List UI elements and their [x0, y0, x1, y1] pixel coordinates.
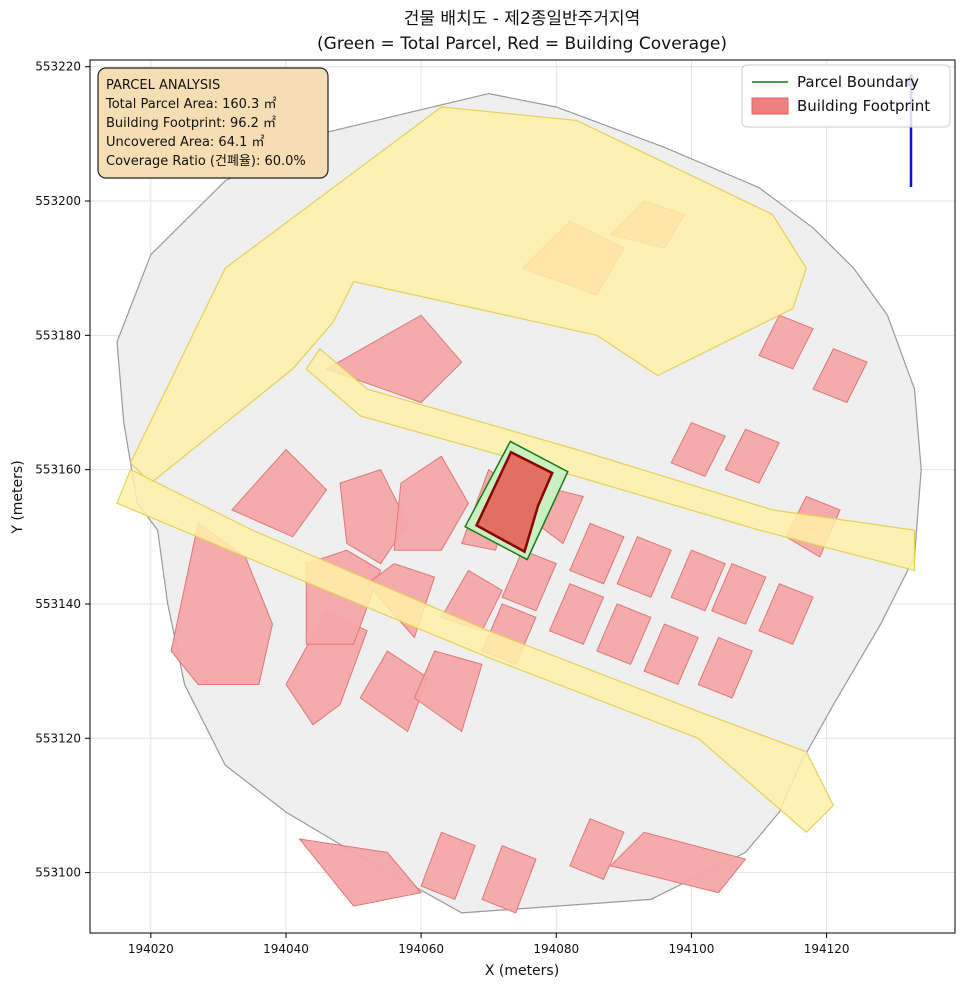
- building-footprint-16: [616, 536, 672, 598]
- building-footprint-35: [609, 831, 747, 894]
- building-footprint-13: [548, 583, 605, 645]
- y-tick-label-3: 553160: [35, 463, 81, 477]
- stats-line-title: PARCEL ANALYSIS: [106, 78, 220, 93]
- building-footprint-20: [711, 563, 767, 625]
- x-tick-label-0: 194020: [128, 942, 174, 956]
- legend: Parcel Boundary Building Footprint: [741, 64, 951, 128]
- building-footprint-11: [501, 549, 557, 612]
- target-building-polygon: [474, 450, 554, 554]
- x-tick-label-3: 194080: [533, 942, 579, 956]
- y-tick-label-0: 553100: [35, 866, 81, 880]
- building-footprint-4: [339, 468, 409, 565]
- building-footprint-19: [697, 636, 753, 699]
- building-footprint-15: [596, 603, 652, 666]
- stats-line-total-area: Total Parcel Area: 160.3 ㎡: [105, 97, 276, 112]
- building-footprint-23: [670, 421, 726, 478]
- x-axis-label: X (meters): [485, 963, 559, 979]
- building-footprint-17: [643, 623, 699, 686]
- stats-line-uncovered: Uncovered Area: 64.1 ㎡: [106, 135, 265, 150]
- x-tick-label-5: 194120: [804, 942, 850, 956]
- x-tick-label-1: 194040: [263, 942, 309, 956]
- building-footprint-33: [481, 845, 537, 914]
- chart-title-line2: (Green = Total Parcel, Red = Building Co…: [317, 34, 727, 54]
- target-parcel-layer: [464, 440, 569, 561]
- x-tick-label-4: 194100: [669, 942, 715, 956]
- y-axis-ticks: 553100 553120 553140 553160 553180 553200 5532…: [35, 60, 90, 880]
- chart-title-line1: 건물 배치도 - 제2종일반주거지역: [404, 9, 640, 29]
- y-tick-label-6: 553220: [35, 60, 81, 74]
- building-footprint-34: [569, 818, 625, 880]
- x-axis-ticks: 194020 194040 194060 194080 194100 194120: [128, 933, 850, 956]
- plot-area: [116, 72, 922, 914]
- road-layer: [116, 106, 916, 834]
- building-footprint-26: [812, 348, 868, 404]
- y-tick-label-5: 553200: [35, 194, 81, 208]
- building-footprint-21: [758, 583, 814, 645]
- building-footprint-32: [420, 831, 476, 901]
- road-polygon-1: [116, 468, 835, 834]
- y-tick-label-1: 553120: [35, 731, 81, 745]
- legend-label-parcel: Parcel Boundary: [797, 73, 919, 91]
- building-footprint-29: [325, 314, 463, 404]
- plot-frame: [89, 59, 956, 934]
- building-footprint-7: [413, 650, 483, 733]
- stats-box: PARCEL ANALYSIS Total Parcel Area: 160.3…: [97, 67, 329, 179]
- y-tick-label-2: 553140: [35, 597, 81, 611]
- road-polygon-2: [305, 347, 916, 572]
- legend-patch-swatch: [751, 97, 789, 115]
- y-axis-label: Y (meters): [10, 460, 26, 534]
- road-polygon-0: [129, 106, 807, 484]
- y-tick-label-4: 553180: [35, 328, 81, 342]
- building-footprint-25: [758, 314, 814, 370]
- building-footprint-6: [393, 455, 469, 551]
- building-footprint-18: [670, 549, 726, 612]
- stats-line-coverage-ratio: Coverage Ratio (건폐율): 60.0%: [106, 154, 306, 169]
- building-footprint-30: [231, 448, 328, 538]
- building-footprint-24: [724, 428, 780, 484]
- stats-line-footprint: Building Footprint: 96.2 ㎡: [106, 116, 276, 131]
- building-footprint-14: [569, 522, 625, 585]
- legend-label-building: Building Footprint: [797, 97, 930, 115]
- building-footprint-31: [298, 838, 423, 907]
- x-tick-label-2: 194060: [398, 942, 444, 956]
